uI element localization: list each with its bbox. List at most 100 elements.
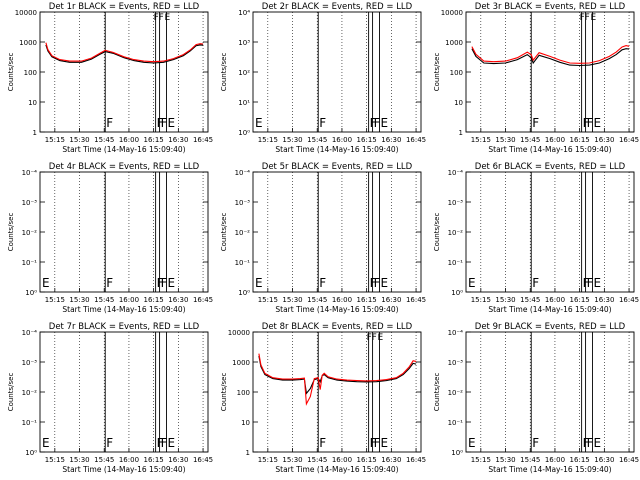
attenuator-marker: E [468, 276, 476, 290]
chart-panel: Det 7r BLACK = Events, RED = LLD 10⁰ 10⁻¹ 1… [7, 322, 213, 474]
attenuator-marker: F [370, 436, 377, 450]
y-tick-label: 10⁻² [22, 389, 38, 397]
y-tick-label: 10⁻⁴ [235, 169, 251, 177]
y-tick-label: 10⁰ [238, 289, 250, 297]
x-tick-label: 15:15 [471, 296, 491, 304]
attenuator-marker: F [532, 276, 539, 290]
x-tick-label: 16:00 [545, 296, 565, 304]
y-tick-label: 10⁰ [238, 129, 250, 137]
attenuator-marker: F [587, 436, 594, 450]
y-tick-label: 10⁻⁴ [22, 329, 38, 337]
x-axis-label: Start Time (14-May-16 15:09:40) [275, 465, 398, 474]
y-axis-label: Counts/sec [220, 53, 228, 92]
attenuator-marker: F [532, 436, 539, 450]
x-tick-label: 16:45 [619, 136, 639, 144]
y-axis-label: Counts/sec [433, 213, 441, 252]
x-tick-label: 15:30 [69, 456, 89, 464]
x-tick-label: 15:45 [94, 136, 114, 144]
y-tick-label: 10000 [441, 9, 463, 17]
y-tick-label: 10⁰ [25, 449, 37, 457]
x-tick-label: 15:15 [45, 296, 65, 304]
x-tick-label: 16:00 [545, 456, 565, 464]
x-tick-label: 15:30 [495, 296, 515, 304]
x-tick-label: 15:15 [45, 136, 65, 144]
y-tick-label: 1000 [445, 39, 463, 47]
x-tick-label: 16:00 [119, 296, 139, 304]
x-tick-label: 16:30 [594, 456, 614, 464]
x-tick-label: 15:15 [258, 136, 278, 144]
attenuator-marker: F [374, 276, 381, 290]
chart-title: Det 2r BLACK = Events, RED = LLD [262, 2, 413, 12]
x-tick-label: 15:30 [282, 296, 302, 304]
x-axis-label: Start Time (14-May-16 15:09:40) [62, 145, 185, 154]
attenuator-marker-top: F [159, 13, 164, 23]
attenuator-marker: F [161, 276, 168, 290]
x-axis-label: Start Time (14-May-16 15:09:40) [275, 145, 398, 154]
y-tick-label: 1 [246, 449, 250, 457]
x-tick-label: 16:30 [168, 136, 188, 144]
y-tick-label: 10⁻¹ [448, 259, 464, 267]
attenuator-marker-top: F [154, 13, 159, 23]
x-tick-label: 16:45 [619, 296, 639, 304]
attenuator-marker: E [42, 436, 50, 450]
attenuator-marker: F [161, 116, 168, 130]
x-tick-label: 15:45 [94, 296, 114, 304]
y-tick-label: 10⁻² [448, 229, 464, 237]
attenuator-marker: E [593, 436, 601, 450]
y-axis-label: Counts/sec [433, 373, 441, 412]
x-tick-label: 15:45 [520, 136, 540, 144]
y-tick-label: 10⁻¹ [448, 419, 464, 427]
attenuator-marker: F [370, 276, 377, 290]
x-tick-label: 15:45 [520, 296, 540, 304]
y-tick-label: 100 [450, 69, 463, 77]
attenuator-marker-top: F [367, 333, 372, 343]
x-tick-label: 15:30 [282, 456, 302, 464]
attenuator-marker: F [374, 116, 381, 130]
chart-panel: Det 6r BLACK = Events, RED = LLD 10⁰ 10⁻¹ 1… [433, 162, 639, 314]
chart-title: Det 8r BLACK = Events, RED = LLD [262, 322, 413, 332]
chart-panel: Det 8r BLACK = Events, RED = LLD 1 10 100 10… [220, 322, 426, 474]
attenuator-marker: E [380, 116, 388, 130]
x-tick-label: 16:00 [332, 296, 352, 304]
chart-title: Det 4r BLACK = Events, RED = LLD [49, 162, 200, 172]
x-tick-label: 16:45 [193, 456, 213, 464]
x-tick-label: 16:00 [119, 456, 139, 464]
attenuator-marker: E [380, 276, 388, 290]
attenuator-marker: F [370, 116, 377, 130]
x-tick-label: 16:30 [381, 136, 401, 144]
y-tick-label: 10⁻² [448, 389, 464, 397]
x-tick-label: 15:15 [471, 456, 491, 464]
x-tick-label: 16:45 [193, 136, 213, 144]
attenuator-marker-top: F [580, 13, 585, 23]
attenuator-marker: F [157, 116, 164, 130]
y-tick-label: 10⁴ [238, 9, 250, 17]
attenuator-marker-top: E [165, 13, 171, 23]
y-tick-label: 10⁻⁴ [448, 169, 464, 177]
x-tick-label: 16:45 [619, 456, 639, 464]
y-tick-label: 10 [28, 99, 37, 107]
attenuator-marker: E [468, 436, 476, 450]
chart-panel: Det 4r BLACK = Events, RED = LLD 10⁰ 10⁻¹ 1… [7, 162, 213, 314]
attenuator-marker: F [106, 436, 113, 450]
attenuator-marker: E [255, 116, 263, 130]
plot-frame [39, 171, 209, 293]
chart-panel: Det 5r BLACK = Events, RED = LLD 10⁰ 10⁻¹ 1… [220, 162, 426, 314]
attenuator-marker: E [167, 436, 175, 450]
chart-panel: Det 1r BLACK = Events, RED = LLD 1 10 100 10… [7, 2, 213, 154]
x-tick-label: 15:15 [258, 296, 278, 304]
x-axis-label: Start Time (14-May-16 15:09:40) [488, 305, 611, 314]
x-tick-label: 16:45 [406, 136, 426, 144]
attenuator-marker: F [157, 436, 164, 450]
chart-panel: Det 9r BLACK = Events, RED = LLD 10⁰ 10⁻¹ 1… [433, 322, 639, 474]
plot-frame [465, 11, 635, 133]
x-tick-label: 15:15 [45, 456, 65, 464]
x-axis-label: Start Time (14-May-16 15:09:40) [62, 465, 185, 474]
plot-frame [465, 331, 635, 453]
y-tick-label: 10⁻³ [448, 199, 464, 207]
attenuator-marker: F [374, 436, 381, 450]
series-line-lld [45, 42, 204, 63]
y-tick-label: 10⁻² [235, 229, 251, 237]
plot-frame [252, 11, 422, 133]
x-tick-label: 16:45 [193, 296, 213, 304]
attenuator-marker: F [106, 276, 113, 290]
